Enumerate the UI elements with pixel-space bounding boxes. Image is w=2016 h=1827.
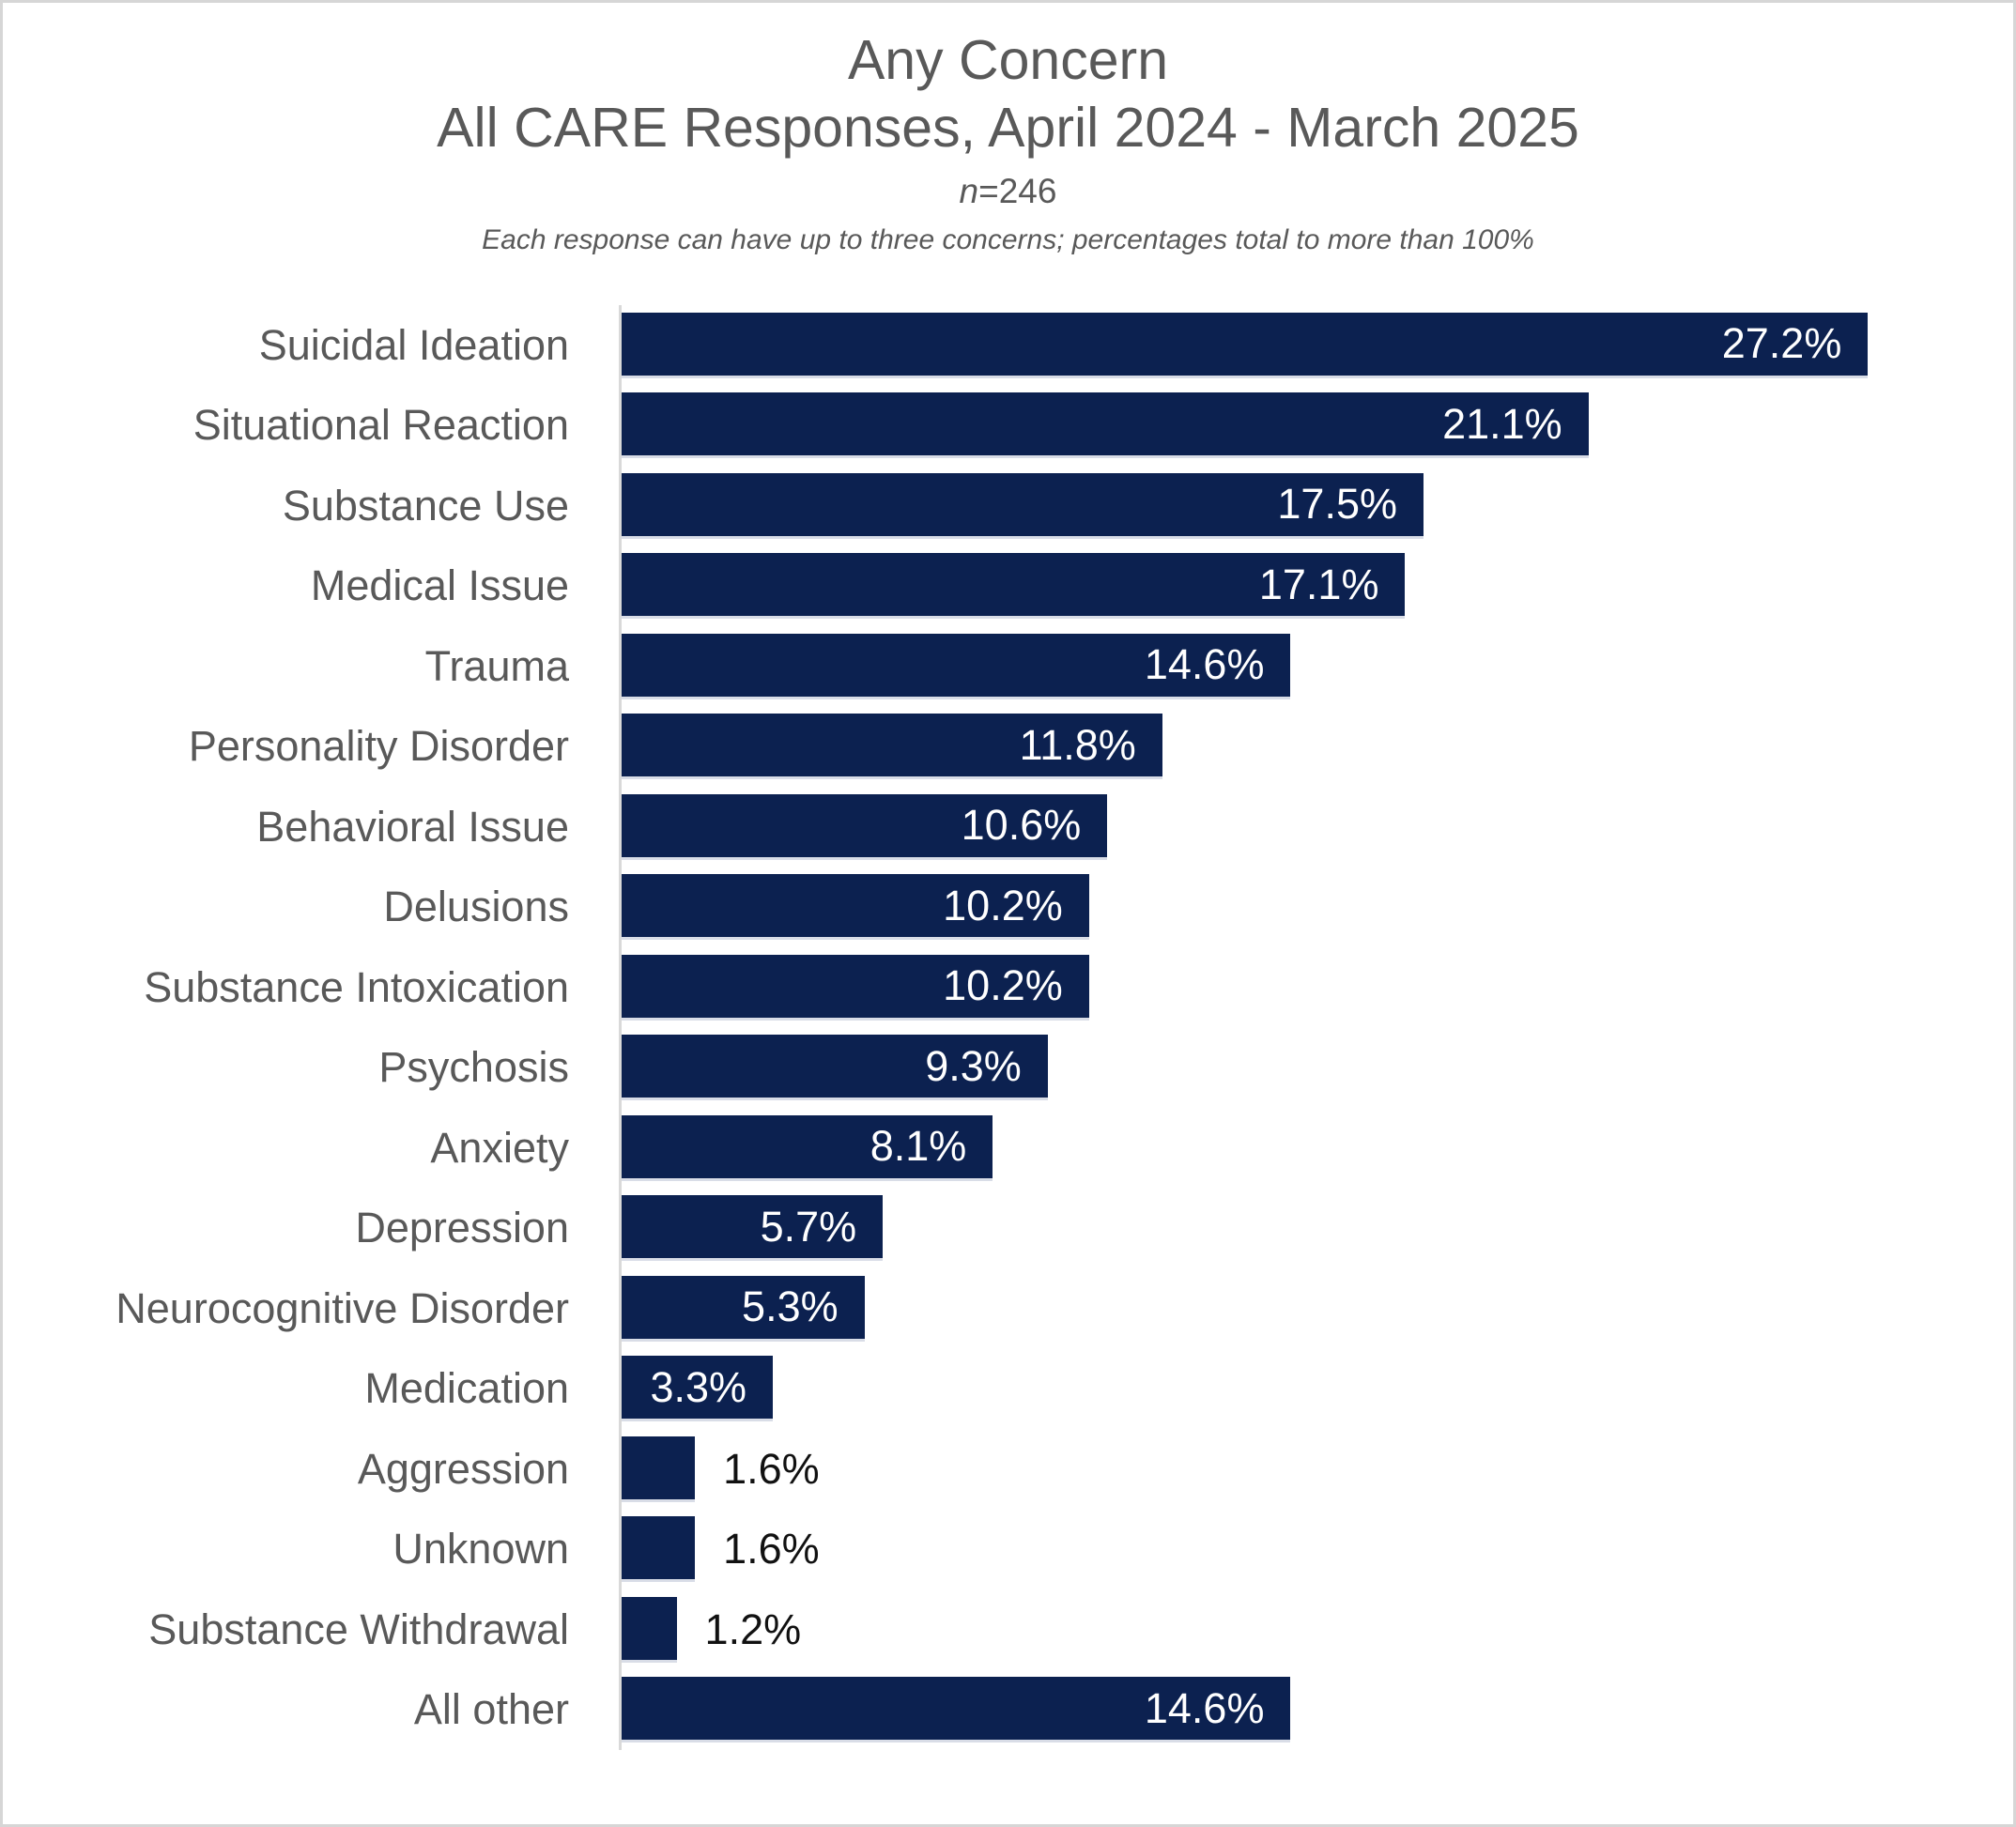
bar-row: Medication 3.3%	[3, 1348, 2013, 1429]
bar-row: Substance Withdrawal 1.2%	[3, 1589, 2013, 1670]
bar-track: 10.6%	[619, 786, 2013, 867]
bar: 27.2%	[622, 312, 1869, 378]
chart-header: Any Concern All CARE Responses, April 20…	[3, 3, 2013, 256]
sample-size: n=246	[3, 172, 2013, 211]
category-label: Neurocognitive Disorder	[115, 1283, 569, 1332]
value-label: 27.2%	[1721, 319, 1842, 368]
bar-row: Personality Disorder 11.8%	[3, 706, 2013, 787]
category-label: Unknown	[392, 1525, 569, 1574]
bar	[622, 1516, 696, 1583]
category-label: Substance Withdrawal	[148, 1604, 569, 1653]
category-label: Aggression	[357, 1444, 569, 1493]
bar-chart: Suicidal Ideation 27.2% Situational Reacti…	[3, 304, 2013, 1750]
bar-track: 8.1%	[619, 1107, 2013, 1189]
bar-track: 11.8%	[619, 706, 2013, 787]
sample-size-value: =246	[978, 171, 1057, 210]
category-label: Personality Disorder	[188, 722, 569, 771]
chart-title-line2: All CARE Responses, April 2024 - March 2…	[437, 96, 1579, 159]
category-label: Trauma	[424, 641, 569, 690]
bar: 3.3%	[622, 1356, 774, 1422]
value-label: 10.2%	[943, 881, 1063, 929]
bar: 10.6%	[622, 793, 1108, 860]
bar: 11.8%	[622, 714, 1162, 780]
bar: 9.3%	[622, 1035, 1048, 1101]
bar-track: 17.1%	[619, 545, 2013, 626]
value-label: 10.2%	[943, 961, 1063, 1010]
category-label: Medication	[364, 1364, 569, 1413]
category-label: Substance Use	[282, 481, 569, 530]
bar: 5.3%	[622, 1275, 865, 1342]
value-label: 1.6%	[723, 1525, 820, 1574]
bar-track: 27.2%	[619, 304, 2013, 386]
category-label: Delusions	[383, 883, 569, 931]
bar-track: 1.6%	[619, 1509, 2013, 1589]
bar-row: Neurocognitive Disorder 5.3%	[3, 1267, 2013, 1349]
value-label: 17.1%	[1258, 560, 1379, 608]
chart-title-line1: Any Concern	[847, 29, 1169, 91]
bar-track: 10.2%	[619, 867, 2013, 947]
value-label: 11.8%	[1019, 720, 1136, 769]
category-label: Situational Reaction	[192, 401, 569, 450]
bar-row: Substance Intoxication 10.2%	[3, 946, 2013, 1028]
bar	[622, 1436, 696, 1502]
bar-track: 21.1%	[619, 385, 2013, 466]
bar-row: Unknown 1.6%	[3, 1509, 2013, 1589]
bar: 21.1%	[622, 392, 1589, 459]
bar-track: 5.7%	[619, 1188, 2013, 1268]
bar-track: 17.5%	[619, 465, 2013, 546]
bar-row: Psychosis 9.3%	[3, 1027, 2013, 1108]
value-label: 5.3%	[742, 1282, 839, 1331]
value-label: 1.6%	[723, 1444, 820, 1493]
value-label: 5.7%	[760, 1202, 857, 1251]
value-label: 14.6%	[1144, 1683, 1265, 1732]
value-label: 9.3%	[925, 1041, 1022, 1090]
category-label: Substance Intoxication	[144, 962, 569, 1011]
value-label: 17.5%	[1277, 480, 1397, 529]
bar-track: 1.6%	[619, 1428, 2013, 1510]
bar-row: All other 14.6%	[3, 1669, 2013, 1750]
value-label: 3.3%	[650, 1362, 747, 1411]
category-label: Psychosis	[378, 1043, 569, 1092]
bar: 10.2%	[622, 874, 1089, 941]
category-label: Depression	[355, 1204, 569, 1252]
value-label: 1.2%	[704, 1604, 802, 1653]
bar: 17.1%	[622, 553, 1406, 620]
bar: 10.2%	[622, 954, 1089, 1021]
bar-track: 5.3%	[619, 1267, 2013, 1349]
value-label: 14.6%	[1144, 640, 1265, 689]
bar: 8.1%	[622, 1114, 993, 1181]
bar: 5.7%	[622, 1195, 884, 1262]
category-label: Anxiety	[430, 1123, 569, 1172]
bar-row: Trauma 14.6%	[3, 625, 2013, 707]
bar-row: Medical Issue 17.1%	[3, 545, 2013, 626]
bar-track: 9.3%	[619, 1027, 2013, 1108]
category-label: Suicidal Ideation	[258, 320, 569, 369]
bar-track: 3.3%	[619, 1348, 2013, 1429]
bar-row: Depression 5.7%	[3, 1188, 2013, 1268]
category-label: Medical Issue	[310, 561, 569, 610]
category-label: All other	[413, 1685, 569, 1734]
bar	[622, 1596, 677, 1663]
bar-row: Aggression 1.6%	[3, 1428, 2013, 1510]
bar-track: 10.2%	[619, 946, 2013, 1028]
sample-size-n: n	[959, 171, 979, 210]
bar-row: Suicidal Ideation 27.2%	[3, 304, 2013, 386]
chart-note: Each response can have up to three conce…	[482, 223, 1534, 255]
bar-row: Anxiety 8.1%	[3, 1107, 2013, 1189]
bar-track: 14.6%	[619, 625, 2013, 707]
bar-track: 14.6%	[619, 1669, 2013, 1750]
bar: 14.6%	[622, 633, 1291, 699]
value-label: 21.1%	[1442, 399, 1562, 448]
bar-row: Behavioral Issue 10.6%	[3, 786, 2013, 867]
bar: 14.6%	[622, 1677, 1291, 1743]
category-label: Behavioral Issue	[256, 802, 569, 851]
bar-row: Substance Use 17.5%	[3, 465, 2013, 546]
bar-row: Situational Reaction 21.1%	[3, 385, 2013, 466]
value-label: 8.1%	[869, 1122, 967, 1171]
value-label: 10.6%	[961, 801, 1082, 850]
bar-track: 1.2%	[619, 1589, 2013, 1670]
bar: 17.5%	[622, 472, 1424, 539]
bar-row: Delusions 10.2%	[3, 867, 2013, 947]
